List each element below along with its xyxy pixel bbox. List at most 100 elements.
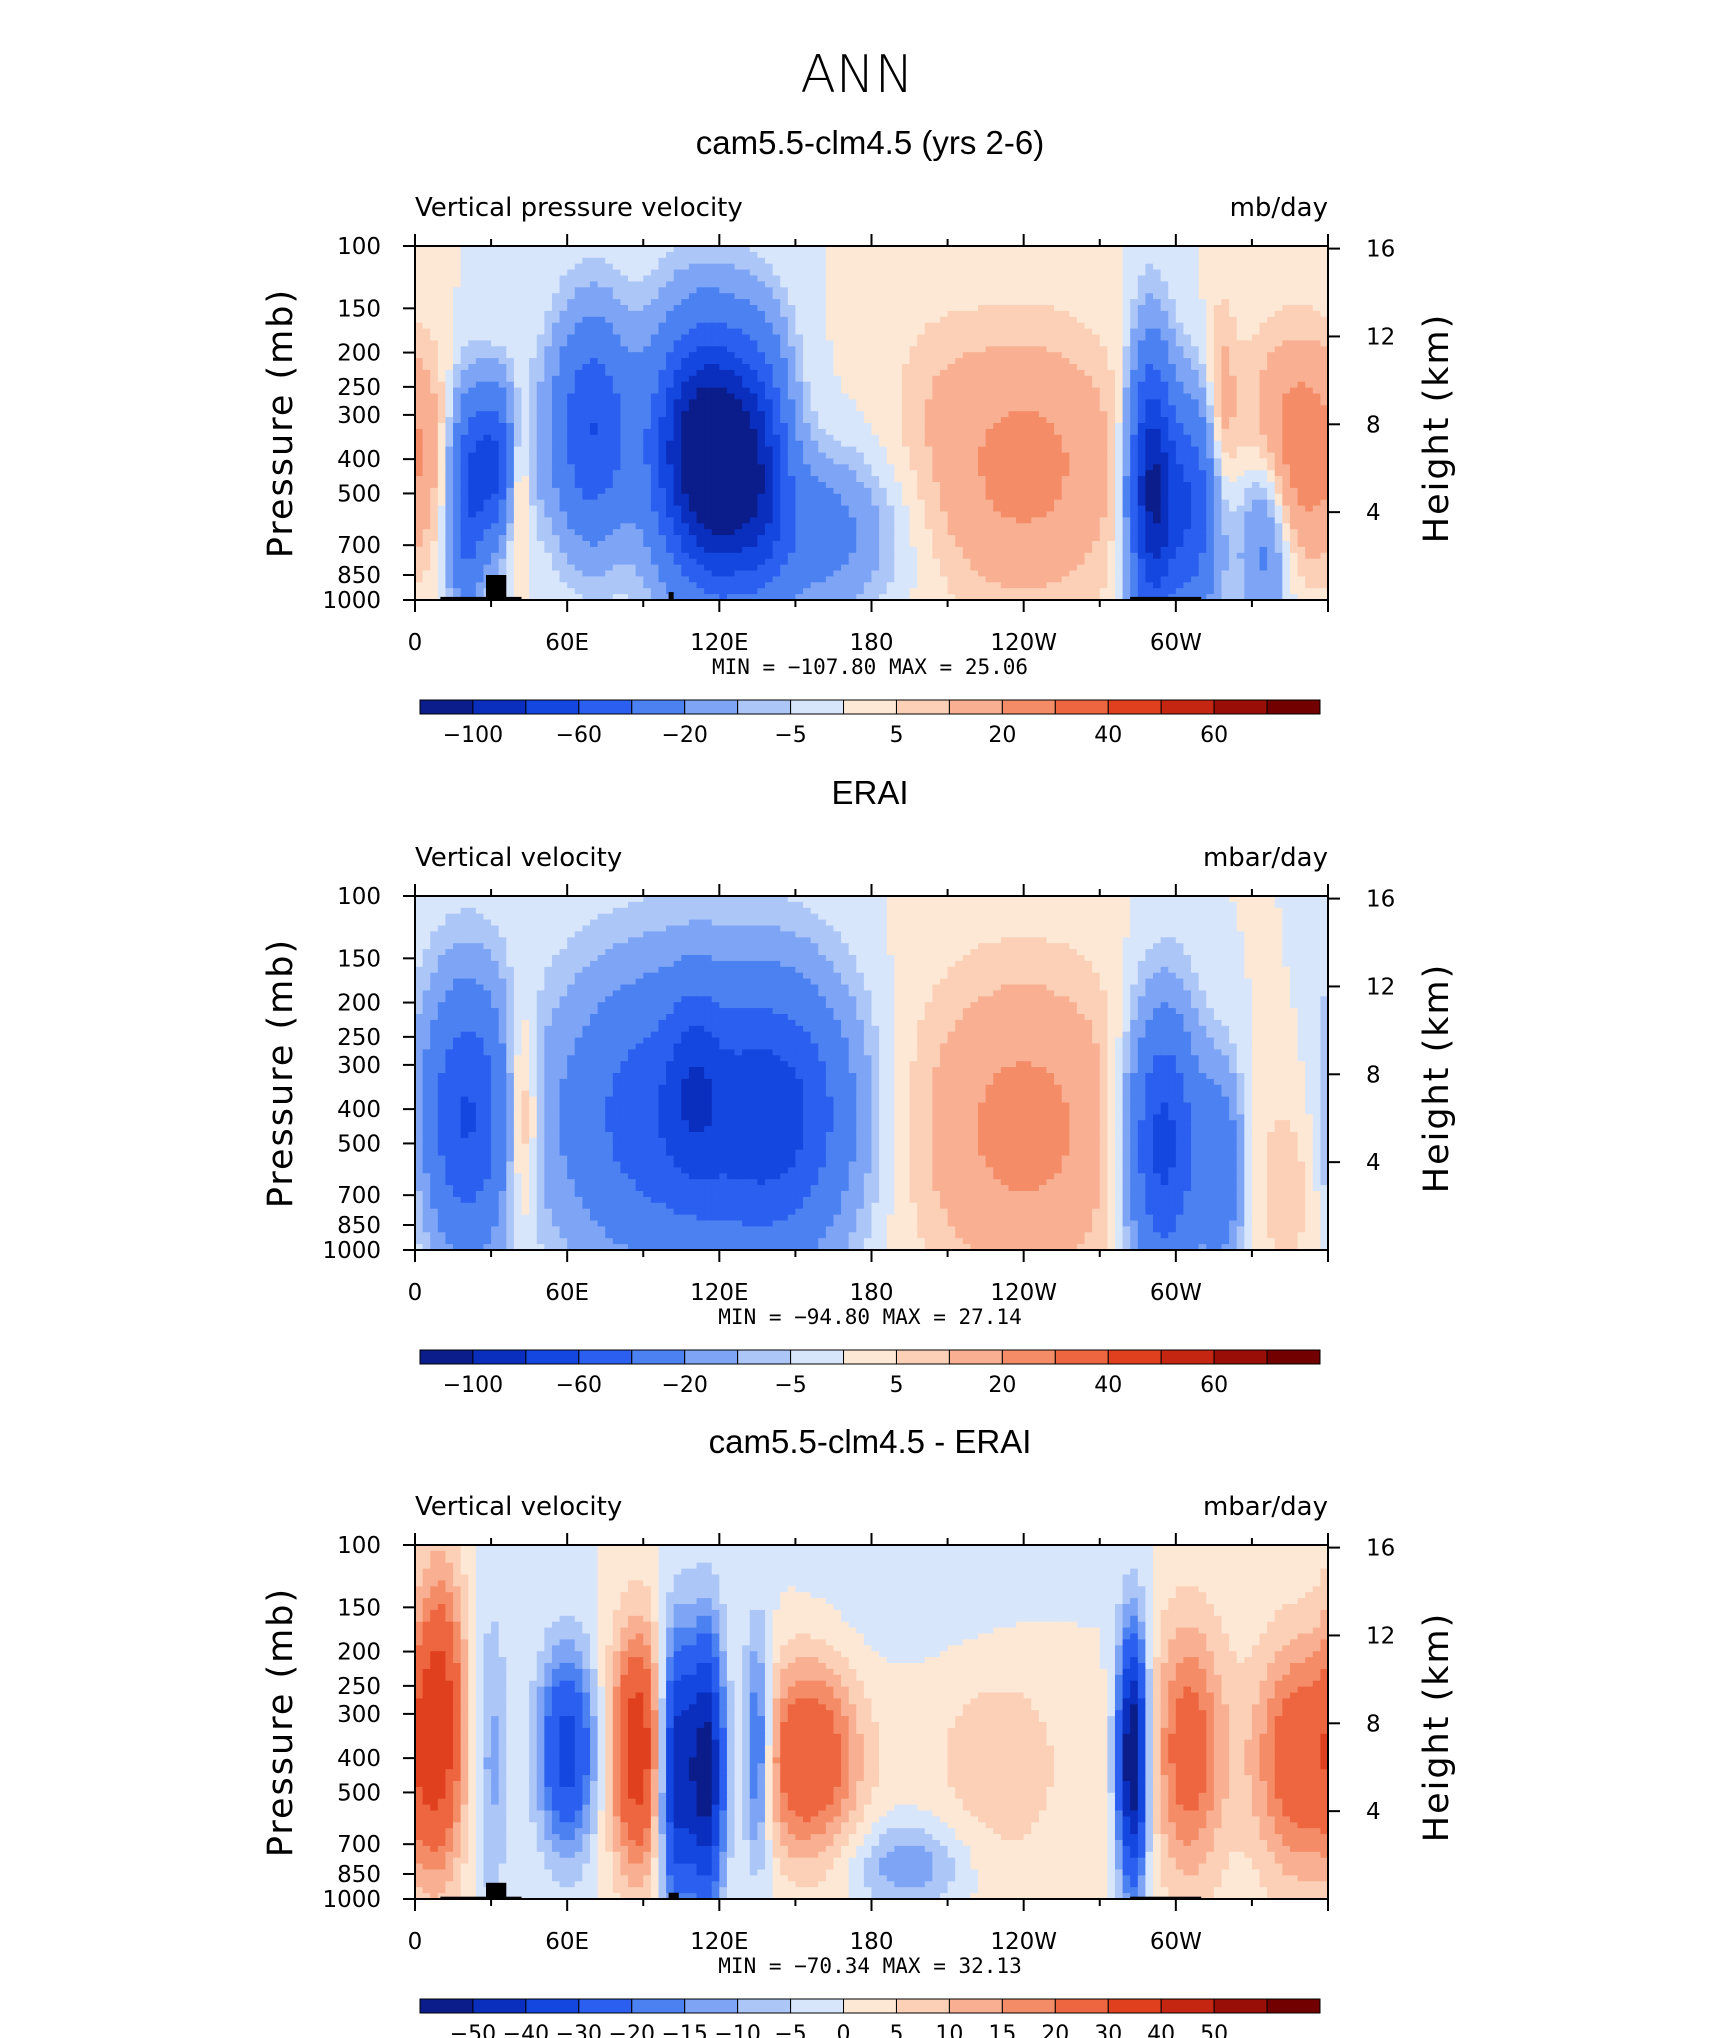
colorbar: −100 −60 −20 −5 5 20 40 60 [420, 700, 1320, 748]
colorbar-label: −60 [556, 1373, 602, 1398]
units-label: mbar/day [1203, 1492, 1328, 1522]
y-tick-label: 200 [337, 341, 381, 367]
y-tick-label: 150 [337, 296, 381, 322]
y2-tick-label: 4 [1366, 1150, 1381, 1176]
y-tick-label: 700 [337, 1183, 381, 1209]
colorbar-label: 5 [889, 723, 903, 748]
y-tick-label: 250 [337, 375, 381, 401]
topography-mask [486, 1883, 506, 1899]
y-tick-label: 300 [337, 1053, 381, 1079]
x-tick-label: 180 [850, 1280, 894, 1306]
y2-tick-label: 4 [1366, 1799, 1381, 1825]
colorbar-label: 40 [1094, 1373, 1122, 1398]
panels: cam5.5-clm4.5 (yrs 2-6) Vertical pressure… [261, 124, 1457, 2038]
colorbar-label: 60 [1200, 1373, 1228, 1398]
left-label: Vertical velocity [415, 1492, 622, 1522]
colorbar-label: −20 [609, 2022, 655, 2038]
colorbar-label: 20 [1041, 2022, 1069, 2038]
colorbar-label: 15 [988, 2022, 1016, 2038]
y2-axis-label: Height (km) [1417, 1612, 1457, 1843]
y-tick-label: 400 [337, 447, 381, 473]
colorbar-label: 0 [837, 2022, 851, 2038]
y2-tick-label: 8 [1366, 1062, 1381, 1088]
x-tick-label: 120W [990, 1929, 1057, 1955]
colorbar-label: 60 [1200, 723, 1228, 748]
y2-tick-label: 4 [1366, 500, 1381, 526]
x-tick-label: 60W [1150, 630, 1202, 656]
colorbar-label: 5 [889, 1373, 903, 1398]
panel-title: cam5.5-clm4.5 (yrs 2-6) [696, 124, 1044, 161]
colorbar-label: −60 [556, 723, 602, 748]
y-tick-label: 850 [337, 1862, 381, 1888]
colorbar-label: 20 [988, 1373, 1016, 1398]
y2-tick-label: 8 [1366, 1711, 1381, 1737]
colorbar-label: −5 [774, 723, 806, 748]
y-tick-label: 400 [337, 1097, 381, 1123]
figure-title: ANN [800, 45, 913, 105]
panel-title: ERAI [831, 774, 908, 811]
colorbar-label: 5 [889, 2022, 903, 2038]
y-tick-label: 300 [337, 403, 381, 429]
y-tick-label: 100 [337, 1533, 381, 1559]
colorbar-label: 10 [935, 2022, 963, 2038]
y-tick-label: 250 [337, 1674, 381, 1700]
x-tick-label: 120E [690, 1929, 748, 1955]
x-tick-label: 0 [408, 630, 423, 656]
y2-tick-label: 16 [1366, 1536, 1395, 1562]
panel-1: cam5.5-clm4.5 (yrs 2-6) Vertical pressure… [261, 124, 1457, 748]
y2-tick-label: 8 [1366, 412, 1381, 438]
colorbar-label: 50 [1200, 2022, 1228, 2038]
y-tick-label: 850 [337, 563, 381, 589]
y-tick-label: 700 [337, 533, 381, 559]
units-label: mbar/day [1203, 843, 1328, 873]
y-axis-label: Pressure (mb) [261, 1587, 301, 1857]
field [415, 246, 1329, 601]
y-tick-label: 300 [337, 1702, 381, 1728]
left-label: Vertical pressure velocity [415, 193, 743, 223]
y-tick-label: 1000 [322, 1887, 381, 1913]
colorbar: −50 −40 −30 −20 −15 −10 −5 0 5 10 15 20 30 40 50 [420, 1999, 1320, 2038]
topography-mask [486, 575, 506, 600]
field [415, 896, 1329, 1251]
colorbar-label: −10 [714, 2022, 760, 2038]
y-tick-label: 100 [337, 234, 381, 260]
colorbar-label: −20 [661, 1373, 707, 1398]
min-max-label: MIN = −70.34 MAX = 32.13 [718, 1954, 1021, 1978]
colorbar-label: −100 [443, 1373, 503, 1398]
y-tick-label: 250 [337, 1025, 381, 1051]
y2-tick-label: 16 [1366, 887, 1395, 913]
y-tick-label: 700 [337, 1832, 381, 1858]
y-tick-label: 850 [337, 1213, 381, 1239]
y-tick-label: 400 [337, 1746, 381, 1772]
colorbar-label: −40 [503, 2022, 549, 2038]
y2-tick-label: 12 [1366, 1623, 1395, 1649]
y2-tick-label: 16 [1366, 237, 1395, 263]
colorbar: −100 −60 −20 −5 5 20 40 60 [420, 1350, 1320, 1398]
x-tick-label: 60E [545, 1929, 589, 1955]
colorbar-label: 20 [988, 723, 1016, 748]
colorbar-label: −50 [450, 2022, 496, 2038]
x-tick-label: 0 [408, 1929, 423, 1955]
x-tick-label: 60W [1150, 1280, 1202, 1306]
x-tick-label: 120E [690, 630, 748, 656]
x-tick-label: 60E [545, 1280, 589, 1306]
colorbar-label: 30 [1094, 2022, 1122, 2038]
x-tick-label: 120E [690, 1280, 748, 1306]
y2-axis-label: Height (km) [1417, 963, 1457, 1194]
x-tick-label: 180 [850, 1929, 894, 1955]
colorbar-label: −15 [661, 2022, 707, 2038]
y-axis-label: Pressure (mb) [261, 938, 301, 1208]
y2-tick-label: 12 [1366, 324, 1395, 350]
x-tick-label: 120W [990, 630, 1057, 656]
y-tick-label: 500 [337, 1131, 381, 1157]
field [415, 1545, 1329, 1900]
min-max-label: MIN = −94.80 MAX = 27.14 [718, 1305, 1021, 1329]
colorbar-label: −30 [556, 2022, 602, 2038]
y-tick-label: 100 [337, 884, 381, 910]
colorbar-label: −5 [774, 1373, 806, 1398]
y-tick-label: 500 [337, 481, 381, 507]
colorbar-label: −20 [661, 723, 707, 748]
